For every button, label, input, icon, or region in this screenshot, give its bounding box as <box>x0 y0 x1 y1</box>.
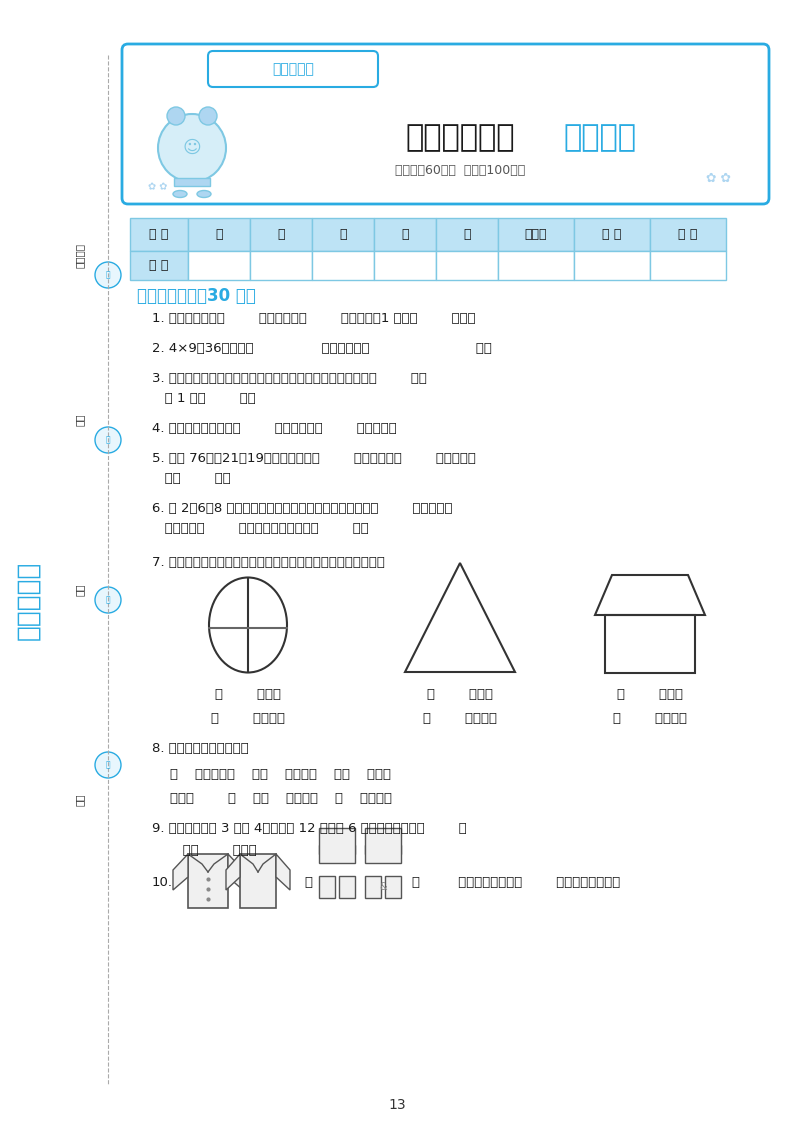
Text: （        ）个角: （ ）个角 <box>427 688 493 702</box>
Text: ✿ ✿: ✿ ✿ <box>706 172 730 185</box>
Bar <box>130 252 188 280</box>
Text: 两位数是（        ），这两个数的差是（        ）。: 两位数是（ ），这两个数的差是（ ）。 <box>152 521 368 535</box>
Text: 三: 三 <box>339 228 347 241</box>
Text: 3. 在做两位数减两位数的计算题时，如果个位不够减，要从（        ）位: 3. 在做两位数减两位数的计算题时，如果个位不够减，要从（ ）位 <box>152 372 427 384</box>
Polygon shape <box>276 853 290 891</box>
Text: 期末知能达标: 期末知能达标 <box>405 124 515 153</box>
Text: 邮政编码: 邮政编码 <box>75 243 85 267</box>
Polygon shape <box>226 853 240 891</box>
Text: 题 号: 题 号 <box>149 228 168 241</box>
Circle shape <box>95 587 121 613</box>
Text: 二: 二 <box>277 228 285 241</box>
Text: 邮: 邮 <box>106 271 110 280</box>
Text: （    ）七三十五    三（    ）二十四    五（    ）四十: （ ）七三十五 三（ ）二十四 五（ ）四十 <box>170 767 391 780</box>
Text: （        ）个角: （ ）个角 <box>215 688 281 702</box>
Text: 6. 用 2、6、8 组成不同的两位数，其中最大的两位数是（        ），最小的: 6. 用 2、6、8 组成不同的两位数，其中最大的两位数是（ ），最小的 <box>152 502 453 514</box>
Bar <box>339 876 355 898</box>
Bar <box>312 252 374 280</box>
Bar <box>250 218 312 252</box>
Text: 13: 13 <box>388 1098 406 1112</box>
Text: 六九（        ）    八（    ）六十四    （    ）四十二: 六九（ ） 八（ ）六十四 （ ）四十二 <box>170 792 392 804</box>
Bar <box>574 252 650 280</box>
Circle shape <box>199 107 217 125</box>
Text: 4. 每把三角尺上都有（        ）个锐角，（        ）个直角。: 4. 每把三角尺上都有（ ）个锐角，（ ）个直角。 <box>152 421 397 435</box>
Text: ✿ ✿: ✿ ✿ <box>148 182 168 192</box>
Text: 7. 说一说，算一算，下面每个图形有几个角？其中有几个直角？: 7. 说一说，算一算，下面每个图形有几个角？其中有几个直角？ <box>152 556 385 568</box>
Text: 2. 4×9＝36，读作（                ），它表示（                         ）。: 2. 4×9＝36，读作（ ），它表示（ ）。 <box>152 341 491 355</box>
Text: 五: 五 <box>463 228 471 241</box>
Circle shape <box>167 107 185 125</box>
Bar <box>250 252 312 280</box>
Bar <box>650 218 726 252</box>
Text: （        ）个角: （ ）个角 <box>617 688 683 702</box>
Text: 检测卷四: 检测卷四 <box>564 124 637 153</box>
Bar <box>374 252 436 280</box>
Text: 时（        ）分。: 时（ ）分。 <box>170 843 256 857</box>
Circle shape <box>95 427 121 453</box>
Circle shape <box>95 752 121 778</box>
Text: &: & <box>380 882 387 892</box>
FancyBboxPatch shape <box>208 51 378 86</box>
Text: 附加题: 附加题 <box>525 228 547 241</box>
Bar <box>436 252 498 280</box>
Text: 总 分: 总 分 <box>603 228 622 241</box>
Bar <box>319 876 335 898</box>
Text: 期末金考卷: 期末金考卷 <box>15 560 41 640</box>
Ellipse shape <box>173 191 187 198</box>
Text: 班级: 班级 <box>75 584 85 596</box>
Text: 得 分: 得 分 <box>149 259 168 272</box>
Text: （时间：60分钟  满分：100分）: （时间：60分钟 满分：100分） <box>395 164 525 176</box>
Text: （        ）个直角: （ ）个直角 <box>423 712 497 724</box>
Bar <box>436 218 498 252</box>
Text: 是（        ）。: 是（ ）。 <box>152 472 231 484</box>
Bar <box>498 218 574 252</box>
Bar <box>374 218 436 252</box>
Text: 四: 四 <box>401 228 409 241</box>
Text: 1. 钟面上一共有（        ）个大格，（        ）个小格，1 时＝（        ）分。: 1. 钟面上一共有（ ）个大格，（ ）个小格，1 时＝（ ）分。 <box>152 311 476 325</box>
Text: 一: 一 <box>215 228 223 241</box>
Polygon shape <box>228 853 243 891</box>
Text: 姓名: 姓名 <box>75 413 85 427</box>
Circle shape <box>158 115 226 182</box>
Bar <box>188 252 250 280</box>
Bar <box>319 844 355 853</box>
Polygon shape <box>240 853 276 909</box>
Polygon shape <box>173 853 188 891</box>
Text: 和: 和 <box>304 876 312 888</box>
Bar <box>174 179 210 186</box>
Text: 8. 把下面口诀补充完整。: 8. 把下面口诀补充完整。 <box>152 741 249 755</box>
Circle shape <box>95 262 121 287</box>
Text: 姓: 姓 <box>106 436 110 445</box>
Text: 退 1 当（        ）。: 退 1 当（ ）。 <box>152 392 256 404</box>
Text: 和         ，一共可以搭配（        ）种不同的穿法。: 和 ，一共可以搭配（ ）种不同的穿法。 <box>412 876 620 888</box>
Text: （        ）个直角: （ ）个直角 <box>211 712 285 724</box>
Bar <box>498 252 574 280</box>
FancyBboxPatch shape <box>122 44 769 204</box>
Bar <box>365 844 401 853</box>
Text: 期末金考卷: 期末金考卷 <box>272 62 314 76</box>
Text: 班: 班 <box>106 595 110 604</box>
Text: 5. 计算 76－（21＋19）时，应先算（        ）法，再算（        ）法，得数: 5. 计算 76－（21＋19）时，应先算（ ）法，再算（ ）法，得数 <box>152 451 476 465</box>
Bar <box>365 828 401 862</box>
Text: 学: 学 <box>106 760 110 769</box>
Bar <box>130 218 188 252</box>
Text: ☺: ☺ <box>183 139 202 157</box>
Text: 学校: 学校 <box>75 794 85 806</box>
Ellipse shape <box>197 191 211 198</box>
Text: 10.: 10. <box>152 876 173 888</box>
Text: 一、填一填。（30 分）: 一、填一填。（30 分） <box>137 287 256 305</box>
Polygon shape <box>188 853 228 909</box>
Bar <box>365 876 381 898</box>
Bar <box>650 252 726 280</box>
Text: （        ）个直角: （ ）个直角 <box>613 712 687 724</box>
Bar <box>385 876 401 898</box>
Bar <box>312 218 374 252</box>
Bar <box>574 218 650 252</box>
Text: 等 级: 等 级 <box>678 228 698 241</box>
Bar <box>319 828 355 862</box>
Text: 9. 时针走过数字 3 不到 4，分针从 12 起走了 6 个大格，这时是（        ）: 9. 时针走过数字 3 不到 4，分针从 12 起走了 6 个大格，这时是（ ） <box>152 822 467 834</box>
Bar <box>188 218 250 252</box>
